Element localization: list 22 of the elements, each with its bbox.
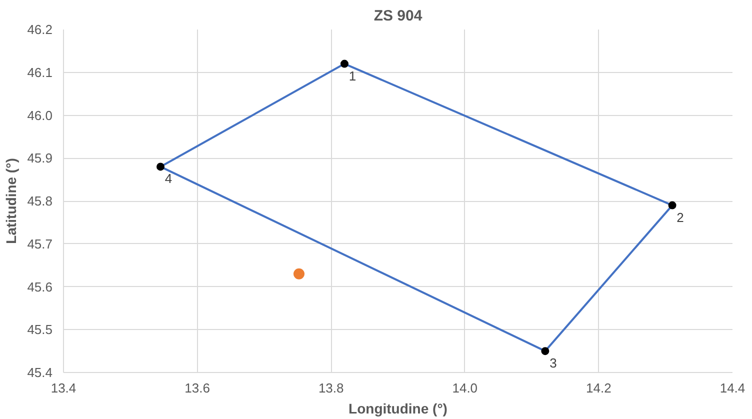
x-axis-title: Longitudine (°) [348, 400, 448, 416]
x-tick-label: 14.2 [586, 380, 612, 396]
y-tick-label: 45.4 [27, 365, 53, 380]
y-tick-label: 45.5 [27, 322, 53, 338]
y-axis-title: Latitudine (°) [3, 158, 20, 244]
x-tick-label: 13.4 [50, 380, 76, 396]
y-tick-label: 45.6 [27, 279, 53, 294]
annotation: 3 [550, 356, 557, 371]
annotation: 4 [164, 171, 172, 186]
y-tick-label: 45.7 [27, 236, 53, 252]
x-tick-label: 14.0 [452, 380, 478, 396]
x-tick-label: 13.8 [318, 380, 344, 396]
chart-title: ZS 904 [374, 8, 423, 24]
x-tick-label: 13.6 [184, 380, 210, 396]
y-tick-label: 45.8 [27, 194, 53, 208]
annotation: 1 [348, 68, 356, 84]
x-tick-label: 14.4 [720, 380, 746, 396]
y-tick-label: 46.2 [27, 22, 53, 37]
y-tick-label: 46.0 [27, 108, 53, 123]
y-tick-label: 45.9 [27, 150, 53, 166]
y-tick-label: 46.1 [27, 64, 53, 80]
annotation: 2 [676, 210, 684, 225]
